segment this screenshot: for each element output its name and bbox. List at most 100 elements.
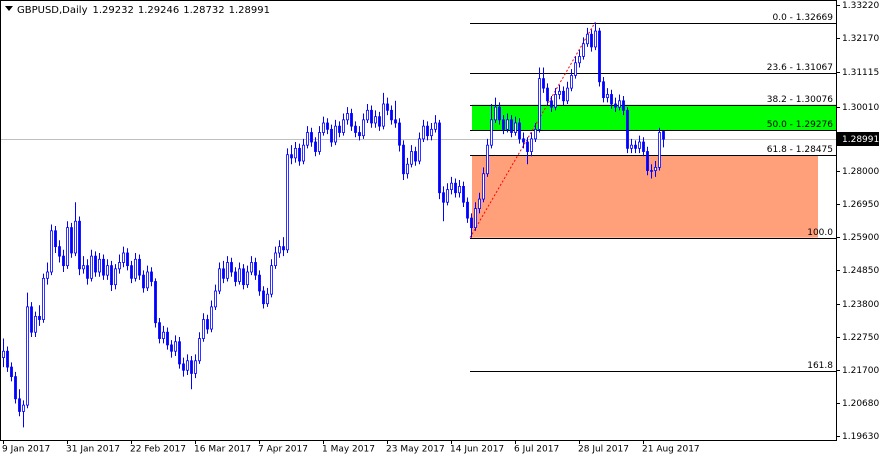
candle-body [394,119,397,124]
candle-body [646,151,649,171]
candle-body [478,198,481,209]
candle-body [446,189,449,203]
candle-body [206,319,209,330]
candle-body [26,306,29,406]
candle-body [630,144,633,149]
candle-body [594,30,597,48]
candle-body [170,344,173,352]
candle-body [226,262,229,279]
candle-body [218,268,221,292]
candle-body [362,119,365,137]
candle-body [522,138,525,143]
y-tick-label: 1.23800 [842,300,879,310]
candle-body [514,122,517,133]
candle-body [350,113,353,127]
y-tick-label: 1.31115 [842,68,879,78]
candle-body [22,404,25,412]
y-tick-label: 1.30010 [842,103,879,113]
x-tick-label: 28 Jul 2017 [578,445,629,455]
candle-body [146,271,149,289]
candle-body [586,33,589,45]
candle-body [282,246,285,251]
candle-body [14,376,17,400]
candle-body [558,90,561,95]
y-tick-label: 1.25900 [842,233,879,243]
candle-body [486,144,489,175]
candle-body [390,109,393,121]
candle-body [318,132,321,152]
candle-body [566,87,569,102]
fib-label: 100.0 [807,228,833,238]
candle-body [458,185,461,194]
candle-body [314,141,317,152]
candle-body [614,103,617,108]
candle-body [198,338,201,362]
candle-body [238,268,241,282]
candle-body [270,265,273,295]
candle-body [490,119,493,146]
candle-body [474,208,477,229]
candle-body [70,227,73,254]
candle-body [358,132,361,137]
candle-body [434,122,437,130]
candle-body [466,201,469,219]
candle-body [326,122,329,130]
menu-icon [5,6,13,11]
candle-body [506,119,509,130]
candle-body [414,151,417,162]
candle-body [382,103,385,127]
candle-body [354,125,357,133]
plot-layer: 0.0 - 1.32669 23.6 - 1.31067 38.2 - 1.3007… [0,13,836,428]
fib-label: 50.0 - 1.29276 [767,120,833,130]
header: GBPUSD,Daily 1.29232 1.29246 1.28732 1.28991 [17,5,270,16]
candle-body [370,109,373,124]
candle-body [94,255,97,273]
candle-body [290,154,293,159]
close: 1.28991 [229,5,270,16]
candle-body [106,265,109,276]
candle-body [454,182,457,194]
candle-body [330,128,333,143]
candle-body [50,230,53,273]
candle-body [202,319,205,339]
x-tick-label: 7 Apr 2017 [258,445,308,455]
candle-body [510,119,513,133]
candle-body [450,182,453,190]
candle-body [82,265,85,270]
candle-body [606,94,609,99]
fib-label: 61.8 - 1.28475 [767,145,833,155]
candle-body [578,56,581,64]
candle-body [430,128,433,137]
candle-body [622,100,625,111]
candle-body [62,255,65,267]
candle-body [138,258,141,276]
candle-body [230,262,233,273]
candle-body [258,274,261,292]
candle-body [10,366,13,377]
candle-body [658,132,661,168]
candle-body [570,75,573,89]
y-tick-label: 1.33220 [842,1,879,11]
y-tick-label: 1.28000 [842,167,879,177]
candle-body [338,125,341,133]
candle-body [30,306,33,333]
candle-body [598,30,601,83]
candle-body [254,262,257,276]
candle-body [650,170,653,172]
candle-body [298,147,301,162]
y-tick-label: 1.22750 [842,333,879,343]
candle-body [494,106,497,121]
fib-trend [469,22,596,238]
candle-body [470,217,473,229]
open: 1.29232 [93,5,134,16]
candle-body [550,100,553,108]
x-tick-label: 16 Mar 2017 [194,445,251,455]
candle-body [54,230,57,248]
candle-body [542,78,545,89]
candle-body [38,315,41,320]
candle-body [562,90,565,102]
y-tick-label: 1.26950 [842,200,879,210]
candle-body [582,43,585,57]
candle-body [534,128,537,140]
candle-body [334,125,337,143]
